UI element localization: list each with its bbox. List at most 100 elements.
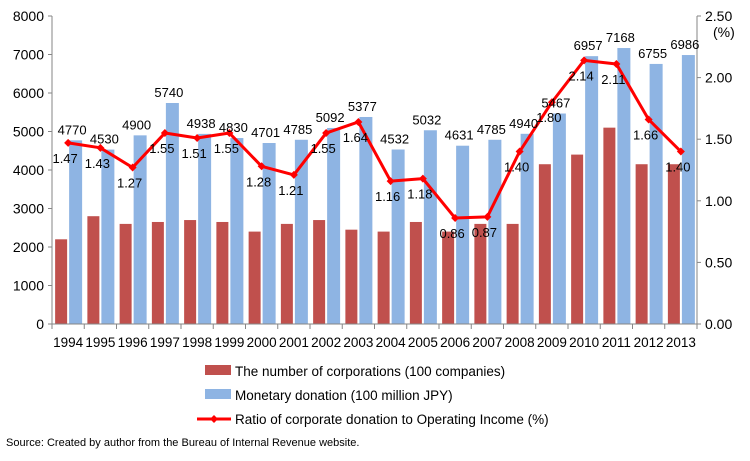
bar-corporations: [55, 239, 68, 324]
donation-value-label: 7168: [606, 30, 635, 45]
bar-corporations: [667, 164, 680, 324]
x-tick-label: 2002: [311, 335, 341, 350]
ratio-point: [257, 162, 266, 171]
right-axis-ticks: 0.00 0.50 1.00 1.50 2.00 2.50: [697, 8, 732, 332]
ratio-value-label: 1.55: [214, 141, 239, 156]
bar-donation: [617, 48, 631, 324]
ratio-point: [580, 56, 589, 65]
bar-donation: [294, 139, 308, 324]
donation-value-label: 4532: [380, 132, 409, 147]
ratio-point: [160, 129, 169, 138]
x-axis-ticks: 1994 1995 1996 1997 1998 1999 2000 2001 2002 2003…: [51, 324, 698, 350]
left-tick-label: 5000: [13, 124, 44, 140]
bar-corporations: [474, 223, 487, 324]
bar-corporations: [635, 164, 648, 324]
ratio-point: [289, 170, 298, 179]
x-tick-label: 2012: [634, 335, 664, 350]
ratio-labels: 1.47 1.43 1.27 1.55 1.51 1.55 1.28 1.21 1.55 1.64…: [52, 68, 690, 241]
ratio-value-label: 1.28: [246, 174, 271, 189]
bar-donation: [101, 149, 115, 324]
x-tick-label: 1995: [85, 335, 115, 350]
left-tick-label: 7000: [13, 47, 44, 63]
legend: The number of corporations (100 companie…: [197, 364, 549, 427]
ratio-value-label: 1.47: [52, 151, 77, 166]
ratio-value-label: 1.21: [278, 183, 303, 198]
ratio-value-label: 2.14: [568, 68, 593, 83]
bar-corporations: [280, 223, 293, 324]
bar-corporations: [313, 220, 326, 324]
x-tick-label: 1998: [182, 335, 212, 350]
donation-value-label: 4938: [187, 116, 216, 131]
ratio-point: [676, 147, 685, 156]
right-tick-label: 0.00: [705, 316, 732, 332]
right-tick-label: 1.50: [705, 131, 732, 147]
bar-donation: [69, 140, 83, 324]
bar-corporations: [442, 231, 455, 324]
bar-corporations: [87, 216, 100, 324]
ratio-value-label: 0.87: [472, 225, 497, 240]
bar-donation: [520, 133, 534, 324]
ratio-point: [64, 138, 73, 147]
bar-corporations: [151, 221, 164, 324]
ratio-point: [96, 143, 105, 152]
bar-corporations: [409, 221, 422, 324]
donation-value-label: 4785: [477, 122, 506, 137]
left-tick-label: 1000: [13, 278, 44, 294]
ratio-line: [67, 58, 682, 220]
x-tick-label: 1997: [150, 335, 180, 350]
donation-value-label: 4785: [283, 122, 312, 137]
donation-value-label: 6755: [638, 46, 667, 61]
x-tick-label: 2004: [376, 335, 407, 350]
donation-value-label: 6986: [670, 37, 699, 52]
x-tick-label: 1996: [118, 335, 148, 350]
x-tick-label: 1994: [53, 335, 84, 350]
donation-value-label: 4940: [509, 116, 538, 131]
donation-value-label: 4530: [90, 132, 119, 147]
bar-corporations: [216, 221, 229, 324]
bar-corporations: [248, 231, 261, 324]
ratio-value-label: 1.40: [504, 160, 529, 175]
left-tick-label: 8000: [13, 8, 44, 24]
bar-donation: [327, 127, 341, 324]
right-tick-label: 2.50: [705, 8, 732, 24]
donation-value-label: 5377: [348, 99, 377, 114]
legend-swatch: [205, 389, 231, 399]
ratio-value-label: 1.18: [407, 187, 432, 202]
bar-corporations: [571, 154, 584, 324]
x-tick-label: 2008: [505, 335, 535, 350]
ratio-point: [128, 163, 137, 172]
combo-chart: 0 1000 2000 3000 4000 5000 6000 7000 8000 0.00 0.5…: [13, 8, 735, 427]
ratio-value-label: 1.40: [665, 160, 690, 175]
donation-value-label: 4770: [58, 122, 87, 137]
bar-donation: [262, 143, 276, 324]
ratio-point: [451, 214, 460, 223]
ratio-point: [322, 129, 331, 138]
bar-donation: [359, 116, 373, 324]
donation-value-label: 5740: [154, 85, 183, 100]
right-tick-label: 0.50: [705, 254, 732, 270]
ratio-points: [64, 56, 685, 223]
bar-donation: [423, 130, 437, 324]
x-tick-label: 1999: [214, 335, 244, 350]
ratio-point: [225, 129, 234, 138]
bars-group: [55, 48, 695, 325]
ratio-value-label: 1.64: [343, 130, 368, 145]
bar-donation: [456, 145, 470, 324]
bar-corporations: [119, 223, 132, 324]
bar-donation: [165, 103, 179, 324]
x-tick-label: 2001: [279, 335, 309, 350]
ratio-point: [193, 133, 202, 142]
donation-value-label: 5467: [541, 96, 570, 111]
bar-donation: [133, 135, 147, 324]
x-tick-label: 2013: [666, 335, 696, 350]
x-tick-label: 2007: [472, 335, 502, 350]
x-tick-label: 2011: [602, 335, 631, 350]
legend-label: Monetary donation (100 million JPY): [235, 388, 453, 403]
right-axis-unit: (%): [713, 24, 735, 40]
ratio-point: [612, 60, 621, 69]
x-tick-label: 2000: [247, 335, 277, 350]
ratio-point: [644, 115, 653, 124]
legend-label: Ratio of corporate donation to Operating…: [235, 412, 549, 427]
